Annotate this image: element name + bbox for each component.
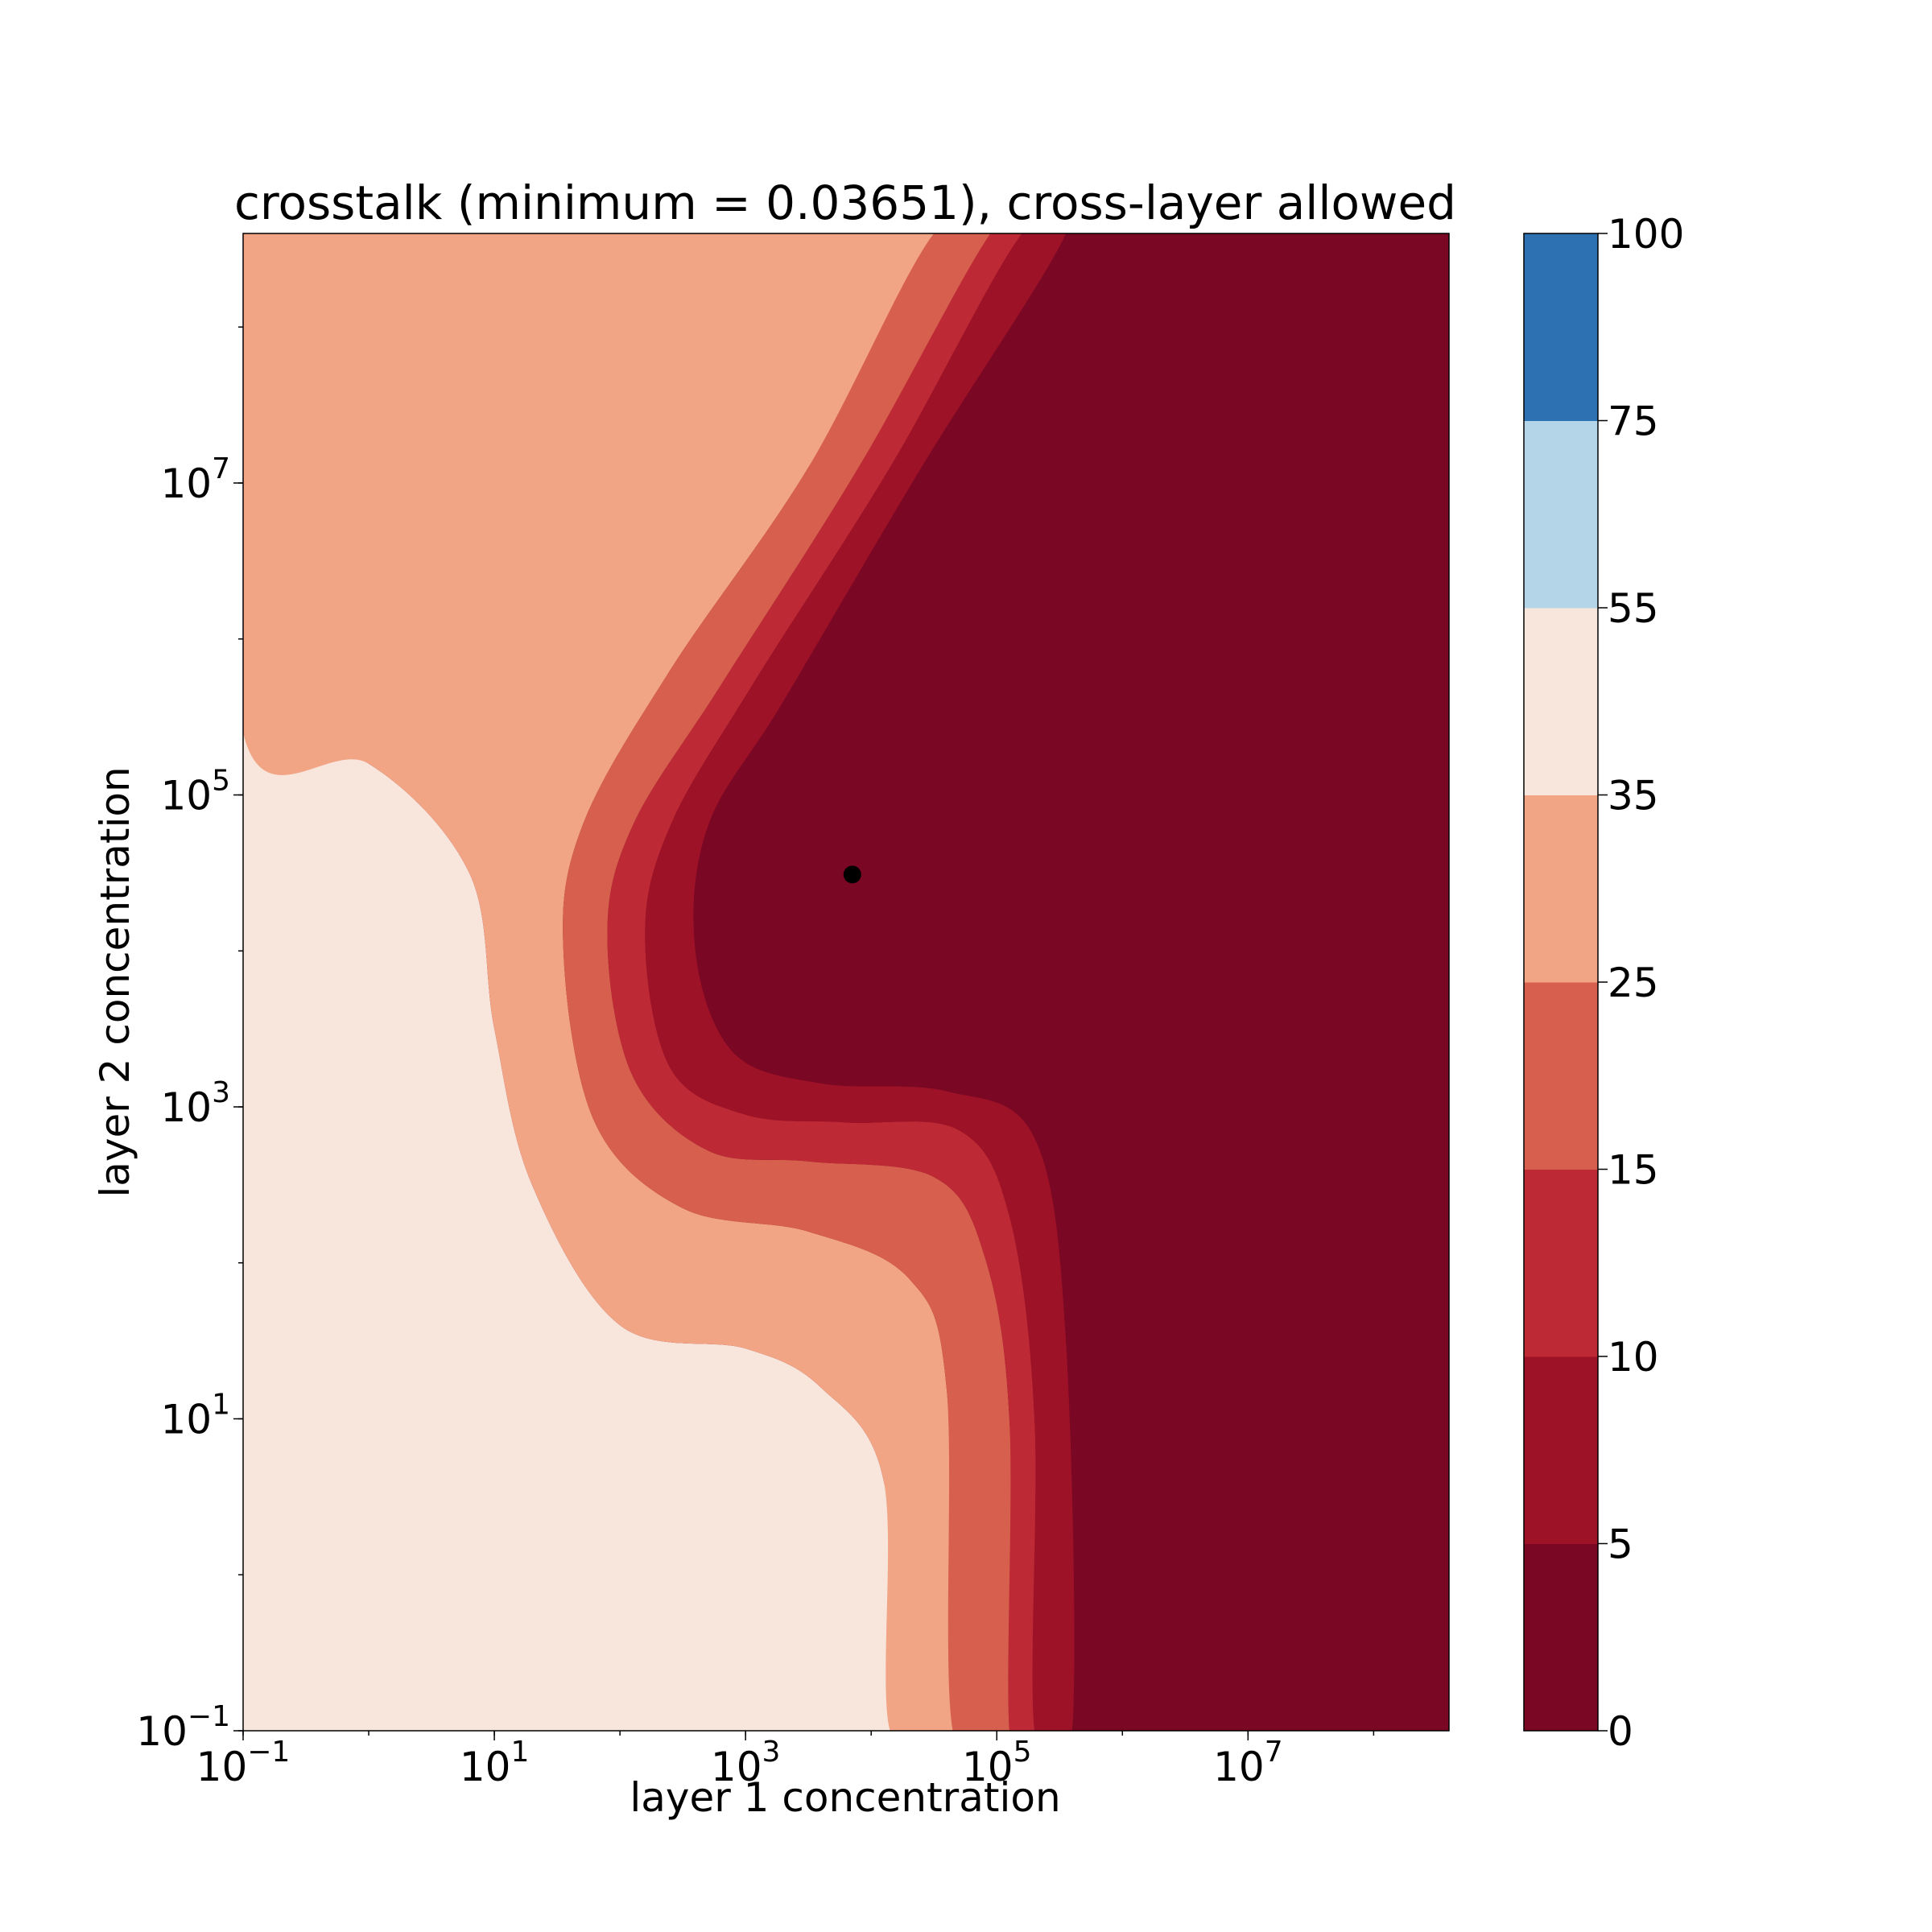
colorbar-tick-label: 0 xyxy=(1608,1708,1633,1755)
colorbar-segment-15-25 xyxy=(1524,982,1598,1170)
plot-area xyxy=(242,233,1450,1732)
colorbar-tick-label: 75 xyxy=(1608,398,1659,445)
x-tick-label: 103 xyxy=(711,1736,781,1790)
minimum-marker xyxy=(843,865,861,884)
contour-band-15-25 xyxy=(563,233,1015,1731)
x-axis-label: layer 1 concentration xyxy=(630,1774,1060,1821)
y-axis: 10−1 101 103 105 107 xyxy=(136,326,243,1755)
colorbar-segment-10-15 xyxy=(1524,1169,1598,1357)
colorbar-segment-0-5 xyxy=(1524,1543,1598,1732)
colorbar-tick-label: 100 xyxy=(1608,211,1684,258)
colorbar-segment-25-35 xyxy=(1524,795,1598,983)
chart-title: crosstalk (minimum = 0.03651), cross-lay… xyxy=(234,175,1456,230)
x-tick-label: 107 xyxy=(1213,1736,1283,1790)
x-axis: 10−1 101 103 105 107 xyxy=(196,1731,1375,1790)
x-tick-label: 105 xyxy=(962,1736,1032,1790)
y-axis-label: layer 2 concentration xyxy=(92,766,138,1197)
colorbar-tick-label: 35 xyxy=(1608,773,1659,819)
colorbar-segment-35-55 xyxy=(1524,608,1598,795)
colorbar-tick-label: 25 xyxy=(1608,960,1659,1006)
contour-band-35-55 xyxy=(243,663,939,1731)
x-tick-label: 101 xyxy=(460,1736,530,1790)
y-tick-label: 107 xyxy=(160,452,230,507)
y-tick-label: 103 xyxy=(160,1076,230,1131)
contour-band-25-35 xyxy=(243,233,962,1731)
colorbar: 0 5 10 15 25 35 55 75 100 xyxy=(1523,211,1684,1755)
colorbar-segment-75-100 xyxy=(1524,233,1598,421)
colorbar-tick-label: 5 xyxy=(1608,1521,1633,1568)
y-tick-label: 101 xyxy=(160,1389,230,1443)
contour-band-10-15 xyxy=(607,233,1038,1731)
colorbar-tick-label: 15 xyxy=(1608,1147,1659,1194)
contour-bands xyxy=(243,233,1075,1731)
colorbar-tick-label: 55 xyxy=(1608,585,1659,632)
y-tick-label: 10−1 xyxy=(136,1700,230,1755)
colorbar-segment-55-75 xyxy=(1524,420,1598,609)
contour-band-5-10 xyxy=(645,233,1075,1731)
colorbar-segment-5-10 xyxy=(1524,1356,1598,1544)
x-tick-label: 10−1 xyxy=(196,1736,291,1790)
y-tick-label: 105 xyxy=(160,765,230,819)
colorbar-tick-label: 10 xyxy=(1608,1334,1659,1381)
plot-frame xyxy=(242,233,1450,1732)
